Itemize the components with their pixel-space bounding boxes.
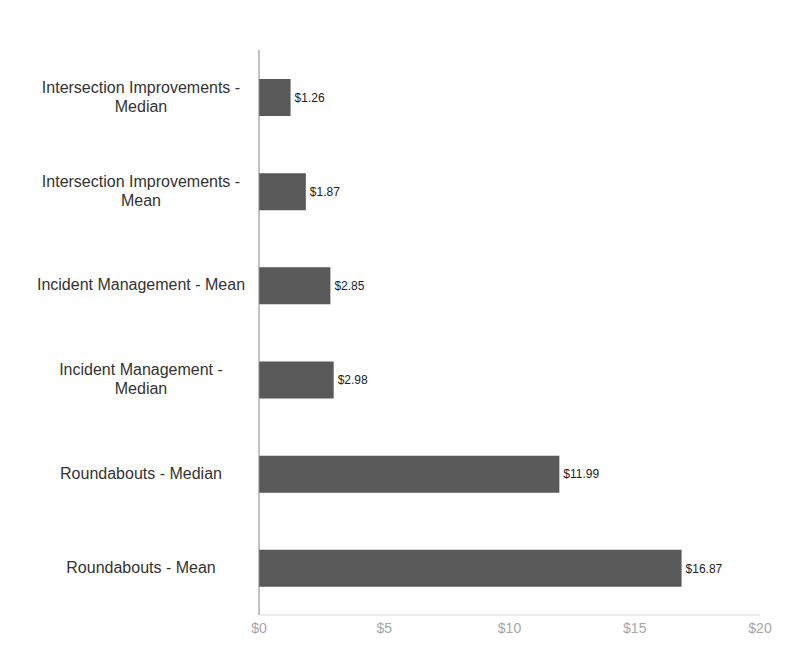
svg-text:Roundabouts - Median: Roundabouts - Median	[60, 465, 222, 482]
svg-text:$10: $10	[498, 620, 522, 636]
svg-text:Incident Management - Mean: Incident Management - Mean	[37, 276, 245, 293]
svg-text:$16.87: $16.87	[686, 562, 723, 576]
svg-text:Roundabouts - Mean: Roundabouts - Mean	[66, 559, 215, 576]
svg-text:$15: $15	[623, 620, 647, 636]
svg-text:$20: $20	[748, 620, 772, 636]
svg-text:$2.98: $2.98	[338, 373, 368, 387]
svg-text:$0: $0	[251, 620, 267, 636]
svg-text:Intersection Improvements -Med: Intersection Improvements -Median	[42, 79, 240, 115]
svg-text:Incident Management -Median: Incident Management -Median	[59, 361, 223, 397]
svg-text:$11.99: $11.99	[563, 467, 599, 481]
svg-text:$1.26: $1.26	[295, 91, 325, 105]
svg-text:$2.85: $2.85	[334, 279, 364, 293]
svg-text:$1.87: $1.87	[310, 185, 340, 199]
svg-text:Intersection Improvements -Mea: Intersection Improvements -Mean	[42, 173, 240, 209]
svg-text:$5: $5	[376, 620, 392, 636]
